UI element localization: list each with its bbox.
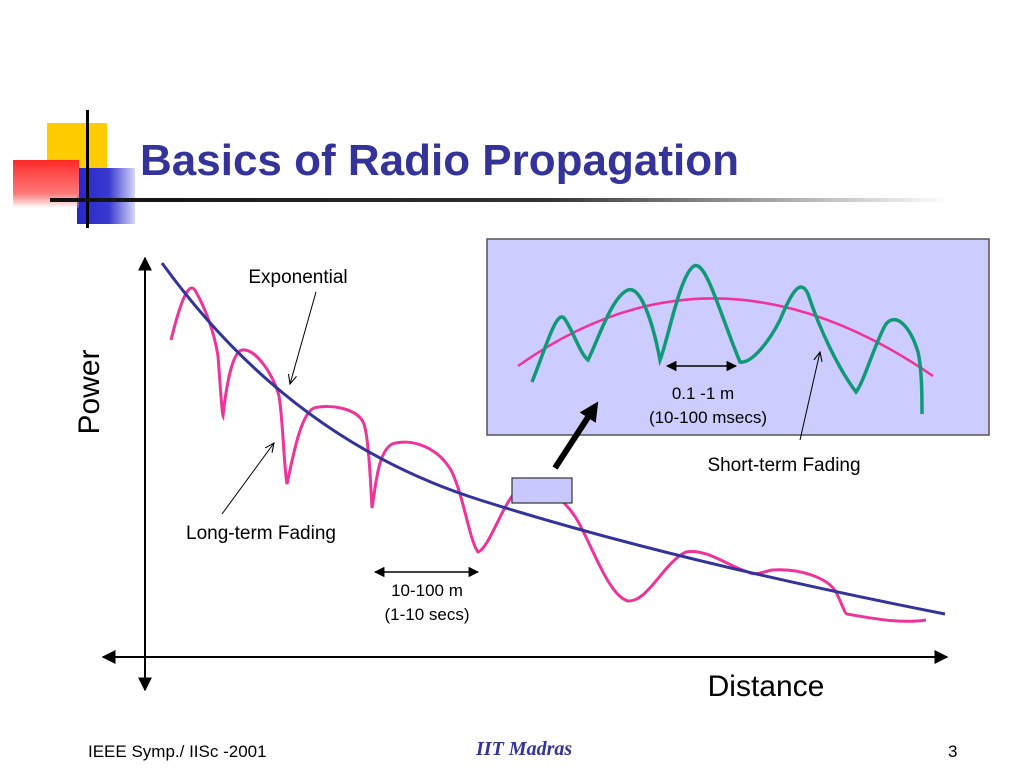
exponential-label: Exponential — [248, 267, 347, 288]
slide-title: Basics of Radio Propagation — [140, 136, 739, 185]
short-term-fading-label: Short-term Fading — [707, 455, 860, 476]
long-term-fading-label: Long-term Fading — [186, 523, 336, 544]
short-term-span-line2: (10-100 msecs) — [649, 408, 767, 427]
long-term-span-line1: 10-100 m — [391, 581, 463, 600]
y-axis-label: Power — [73, 349, 106, 434]
footer-left-text: IEEE Symp./ IISc -2001 — [88, 742, 267, 761]
zoom-region-box — [511, 477, 573, 504]
short-term-fading-pointer — [799, 352, 820, 441]
x-axis-label: Distance — [708, 670, 825, 703]
short-term-fading-curve — [530, 263, 924, 415]
zoom-arrow — [552, 401, 599, 470]
exponential-pointer — [290, 291, 317, 384]
logo-vertical-line — [86, 110, 89, 228]
slide-number: 3 — [948, 742, 958, 761]
long-term-span-line2: (1-10 secs) — [384, 605, 469, 624]
short-term-span-line1: 0.1 -1 m — [672, 384, 734, 403]
short-term-inset-panel — [486, 238, 990, 436]
title-underline — [50, 198, 950, 202]
exponential-curve — [160, 262, 946, 616]
long-term-fading-pointer — [221, 443, 274, 515]
footer-center-text: IIT Madras — [476, 738, 573, 760]
